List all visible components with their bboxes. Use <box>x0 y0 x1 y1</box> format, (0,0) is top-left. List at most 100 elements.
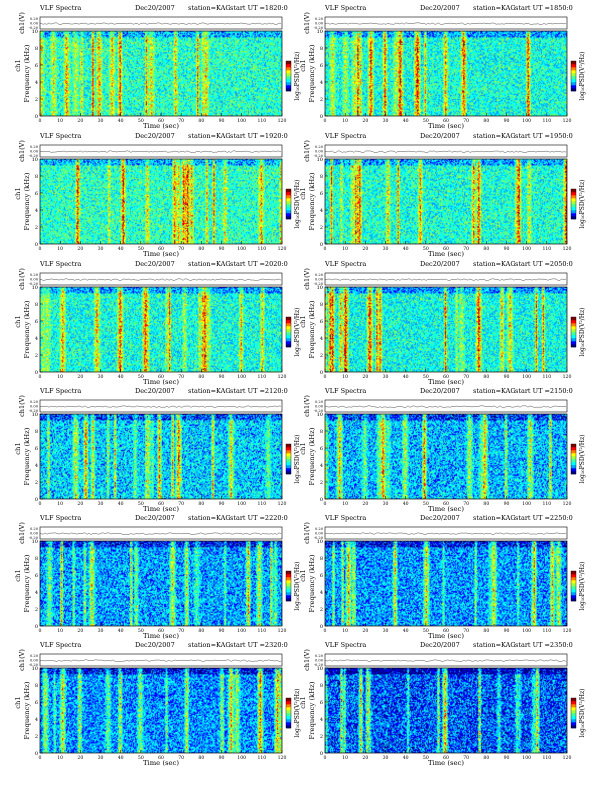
frequency-axis-label: Frequency (kHz) <box>23 300 31 358</box>
ch-tick-label: -0.20 <box>29 154 39 158</box>
waveform-line <box>39 659 282 662</box>
colorbar-segment <box>571 195 576 199</box>
x-tick-label: 0 <box>324 755 327 761</box>
x-tick-label: 110 <box>542 628 551 634</box>
time-axis-label: Time (sec) <box>143 378 179 386</box>
y-tick-label: 6 <box>320 319 323 325</box>
x-tick-label: 20 <box>362 118 368 124</box>
x-tick-label: 110 <box>257 374 266 380</box>
colorbar-segment <box>571 332 576 336</box>
x-tick-label: 100 <box>237 755 246 761</box>
x-tick-label: 80 <box>198 501 204 507</box>
ch-tick-label: 0.00 <box>30 405 39 409</box>
panel-date: Dec20/2007 <box>420 641 460 649</box>
x-tick-label: 10 <box>57 501 63 507</box>
x-tick-label: 0 <box>39 374 42 380</box>
x-tick-label: 60 <box>443 118 449 124</box>
x-tick-label: 10 <box>342 246 348 252</box>
spectrogram-image <box>325 668 567 753</box>
ch-tick-label: 0.20 <box>315 145 324 149</box>
y-tick-label: 4 <box>320 336 323 342</box>
waveform-line <box>324 405 567 408</box>
x-tick-label: 30 <box>383 118 389 124</box>
x-tick-label: 100 <box>237 501 246 507</box>
colorbar-segment <box>286 704 291 708</box>
x-tick-label: 100 <box>522 374 531 380</box>
x-tick-label: 30 <box>98 628 104 634</box>
panel-start-ut: start UT =2050:0 <box>515 260 573 268</box>
ch-tick-label: 0.20 <box>315 273 324 277</box>
ch-tick-label: -0.20 <box>29 409 39 413</box>
x-tick-label: 90 <box>219 246 225 252</box>
panel-date: Dec20/2007 <box>420 387 460 395</box>
colorbar-segment <box>571 598 576 602</box>
colorbar-label: log₁₀PSD(V²/Hz) <box>294 52 301 101</box>
x-tick-label: 90 <box>219 628 225 634</box>
colorbar-segment <box>571 459 576 463</box>
ch-axis-label: ch1(V) <box>18 12 26 34</box>
colorbar-segment <box>286 326 291 330</box>
frequency-axis-label: Frequency (kHz) <box>23 681 31 739</box>
colorbar-segment <box>286 586 291 590</box>
panel-title: VLF Spectra <box>324 4 366 12</box>
colorbar-segment <box>286 580 291 584</box>
x-tick-label: 110 <box>257 755 266 761</box>
waveform-line <box>39 150 282 153</box>
colorbar-label: log₁₀PSD(V²/Hz) <box>294 180 301 229</box>
y-tick-label: 0 <box>320 370 323 376</box>
x-tick-label: 30 <box>383 755 389 761</box>
panel-start-ut: start UT =1820:0 <box>230 4 288 12</box>
x-tick-label: 10 <box>57 755 63 761</box>
ch-tick-label: 0.20 <box>315 654 324 658</box>
x-tick-label: 70 <box>178 246 184 252</box>
x-tick-label: 80 <box>483 628 489 634</box>
time-axis-label: Time (sec) <box>143 759 179 767</box>
x-tick-label: 40 <box>403 246 409 252</box>
colorbar-frame <box>570 188 577 220</box>
y-tick-label: 0 <box>35 242 38 248</box>
y-tick-label: 2 <box>35 734 38 740</box>
colorbar-segment <box>571 583 576 587</box>
panel-station: station=KAG <box>473 387 516 395</box>
y-tick-label: 10 <box>32 539 38 545</box>
y-tick-label: 8 <box>35 683 38 689</box>
panel-date: Dec20/2007 <box>135 641 175 649</box>
y-tick-label: 0 <box>320 242 323 248</box>
x-tick-label: 120 <box>563 246 572 252</box>
colorbar-segment <box>286 329 291 333</box>
x-tick-label: 40 <box>118 374 124 380</box>
colorbar-segment <box>571 710 576 714</box>
spectrogram-panel: VLF Spectra Dec20/2007 station=KAG start UT… <box>299 260 586 386</box>
x-tick-label: 110 <box>542 246 551 252</box>
x-tick-label: 110 <box>542 374 551 380</box>
colorbar-segment <box>571 471 576 475</box>
colorbar-segment <box>571 577 576 581</box>
panel-station: station=KAG <box>473 132 516 140</box>
panel-start-ut: start UT =2150:0 <box>515 387 573 395</box>
x-tick-label: 10 <box>57 118 63 124</box>
x-tick-label: 120 <box>278 755 287 761</box>
x-tick-label: 40 <box>118 501 124 507</box>
colorbar <box>570 188 577 220</box>
waveform-box <box>324 653 568 667</box>
ch-axis-label: ch1(V) <box>303 522 311 544</box>
waveform-line <box>39 532 282 535</box>
y-tick-label: 2 <box>320 225 323 231</box>
panel-title: VLF Spectra <box>39 514 81 522</box>
colorbar-label: log₁₀PSD(V²/Hz) <box>579 180 586 229</box>
colorbar-segment <box>286 213 291 217</box>
ch-tick-label: -0.20 <box>314 26 324 30</box>
y-tick-label: 10 <box>317 539 323 545</box>
ch1-label: ch1 <box>14 315 22 328</box>
x-tick-label: 70 <box>463 246 469 252</box>
ch-axis-label: ch1(V) <box>303 268 311 290</box>
x-tick-label: 40 <box>403 374 409 380</box>
x-tick-label: 10 <box>342 501 348 507</box>
y-tick-label: 6 <box>320 446 323 452</box>
y-tick-label: 8 <box>320 46 323 52</box>
x-tick-label: 60 <box>158 628 164 634</box>
ch-axis-label: ch1(V) <box>303 649 311 671</box>
waveform-line <box>39 405 282 408</box>
